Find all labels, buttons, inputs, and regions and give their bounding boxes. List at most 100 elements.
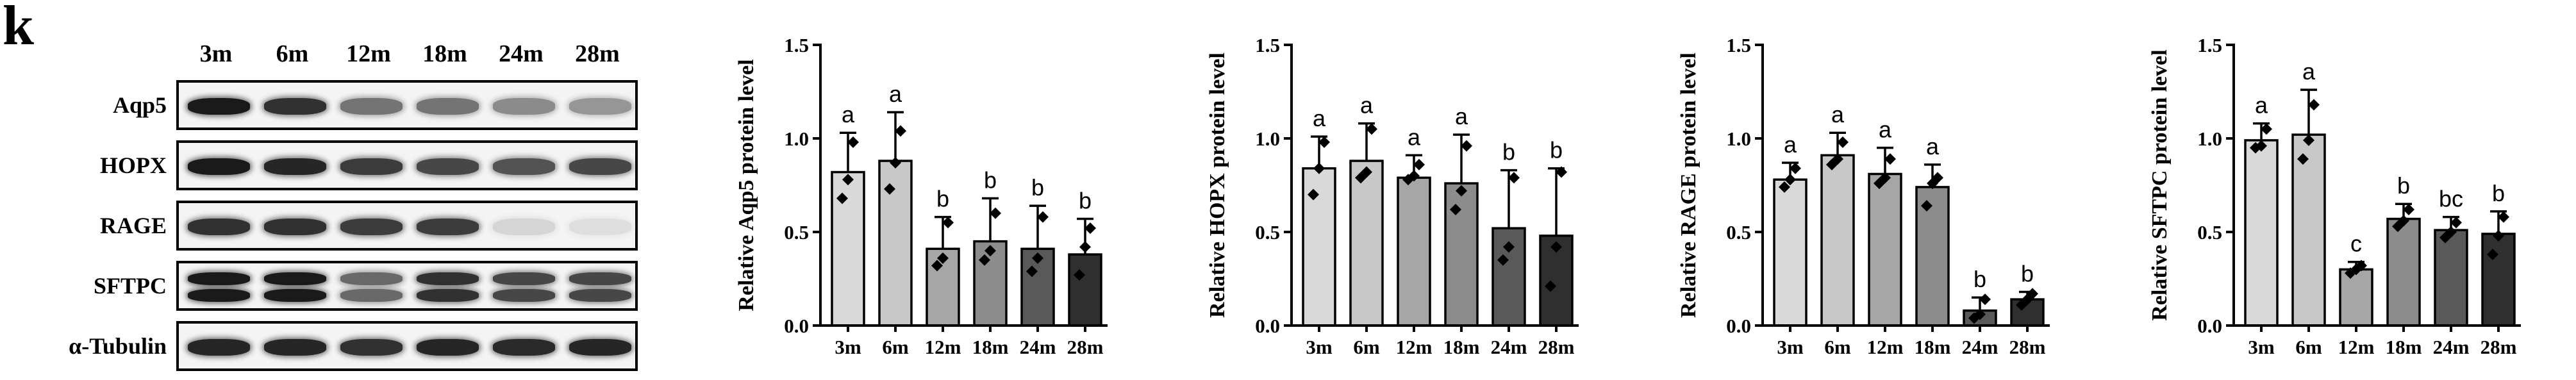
blot-band <box>340 158 403 175</box>
chart-svg: Relative HOPX protein level 0.0 0.5 1.0 1.5 a… <box>1206 34 1579 358</box>
lane-label-12m: 12m <box>346 40 391 67</box>
lane-label-18m: 18m <box>422 40 467 67</box>
x-tick-label: 24m <box>1020 336 1056 358</box>
data-point <box>1079 241 1091 253</box>
x-tick-label: 18m <box>1915 336 1951 358</box>
x-tick-label: 3m <box>1777 336 1804 358</box>
blot-band <box>340 289 403 302</box>
significance-letter: b <box>2021 260 2034 286</box>
data-point <box>2439 231 2451 244</box>
data-point <box>836 192 848 204</box>
blot-band <box>417 289 479 302</box>
x-tick-label: 18m <box>1443 336 1480 358</box>
hopx-bar-chart: Relative HOPX protein level 0.0 0.5 1.0 1.5 a… <box>1170 0 1606 380</box>
data-point <box>1313 162 1325 174</box>
data-point <box>2308 99 2320 111</box>
data-point <box>1508 172 1520 184</box>
x-tick-label: 6m <box>2295 336 2322 358</box>
x-tick-label: 6m <box>1824 336 1851 358</box>
blot-band <box>417 219 479 235</box>
significance-letter: a <box>1455 103 1468 129</box>
bar-3m <box>2244 139 2279 327</box>
y-axis-label: Relative HOPX protein level <box>1206 53 1229 318</box>
data-point <box>1026 265 1038 277</box>
y-tick-label: 0.0 <box>1255 315 1280 337</box>
blot-band <box>417 158 479 175</box>
data-point <box>1874 178 1885 190</box>
blot-strip <box>176 201 638 251</box>
data-point <box>1355 172 1367 184</box>
significance-letter: a <box>2255 92 2268 119</box>
y-tick-label: 1.5 <box>2197 34 2222 56</box>
x-tick-label: 24m <box>1491 336 1527 358</box>
blot-band <box>569 98 631 115</box>
blot-strip <box>176 80 638 130</box>
y-tick-label: 0.0 <box>2197 315 2222 337</box>
bar-3m <box>1773 178 1807 327</box>
data-point <box>1790 162 1801 174</box>
y-tick-label: 1.0 <box>784 128 809 150</box>
data-point <box>2345 267 2356 279</box>
data-point <box>1503 241 1515 253</box>
x-tick-label: 12m <box>2338 336 2375 358</box>
blot-band <box>493 98 555 115</box>
panel-label: k <box>3 0 34 57</box>
blot-band <box>569 158 631 175</box>
data-point <box>1084 222 1096 235</box>
y-tick-label: 0.5 <box>1726 221 1751 244</box>
data-point <box>1837 136 1849 148</box>
data-point <box>2016 299 2027 311</box>
significance-letter: b <box>1550 137 1563 163</box>
blot-band <box>264 219 326 235</box>
data-point <box>842 174 854 186</box>
significance-letter: b <box>936 186 949 212</box>
data-point <box>2303 134 2314 146</box>
significance-letter: a <box>2302 58 2316 85</box>
data-point <box>1032 252 1043 264</box>
y-tick-label: 0.5 <box>1255 221 1280 244</box>
blot-band <box>264 289 326 302</box>
bar-12m <box>1397 176 1431 327</box>
blot-band <box>188 289 250 302</box>
y-tick-label: 1.0 <box>1726 128 1751 150</box>
data-point <box>884 183 895 195</box>
x-tick-label: 3m <box>835 336 861 358</box>
y-axis-label: Relative RAGE protein level <box>1677 53 1700 318</box>
blot-band <box>188 339 250 356</box>
y-tick-label: 1.5 <box>784 34 809 56</box>
blot-band <box>188 272 250 285</box>
x-tick-label: 28m <box>1067 336 1104 358</box>
y-tick-label: 0.0 <box>1726 315 1751 337</box>
data-point <box>1497 254 1509 266</box>
bar-28m <box>2481 233 2516 327</box>
data-point <box>942 217 954 229</box>
data-point <box>1826 158 1838 170</box>
y-axis-label: Relative Aqp5 protein level <box>735 59 758 311</box>
y-tick-label: 1.5 <box>1726 34 1751 56</box>
chart-svg: Relative SFTPC protein level 0.0 0.5 1.0 1.5… <box>2148 34 2521 358</box>
blot-band <box>188 219 250 235</box>
x-tick-label: 18m <box>972 336 1009 358</box>
data-point <box>1884 153 1896 165</box>
data-point <box>1550 241 1562 253</box>
blot-band <box>569 289 631 302</box>
x-tick-label: 12m <box>1396 336 1433 358</box>
blot-band <box>493 219 555 235</box>
significance-letter: a <box>1408 124 1421 150</box>
data-point <box>1037 211 1049 223</box>
data-point <box>847 136 859 148</box>
data-point <box>1450 203 1461 215</box>
blot-row-label: α-Tubulin <box>69 333 167 359</box>
bar-28m <box>1068 253 1102 327</box>
blot-band <box>569 272 631 285</box>
bar-3m <box>1302 167 1336 327</box>
rage-bar-chart: Relative RAGE protein level 0.0 0.5 1.0 1.5 a… <box>1641 0 2077 380</box>
data-point <box>985 245 996 257</box>
x-tick-label: 18m <box>2386 336 2422 358</box>
significance-letter: a <box>1360 92 1374 119</box>
aqp5-bar-chart: Relative Aqp5 protein level 0.0 0.5 1.0 1.5 a… <box>699 0 1134 380</box>
chart-svg: Relative RAGE protein level 0.0 0.5 1.0 1.5 a… <box>1677 34 2050 358</box>
x-tick-label: 28m <box>1538 336 1575 358</box>
y-tick-label: 1.0 <box>1255 128 1280 150</box>
data-point <box>1927 178 1938 190</box>
